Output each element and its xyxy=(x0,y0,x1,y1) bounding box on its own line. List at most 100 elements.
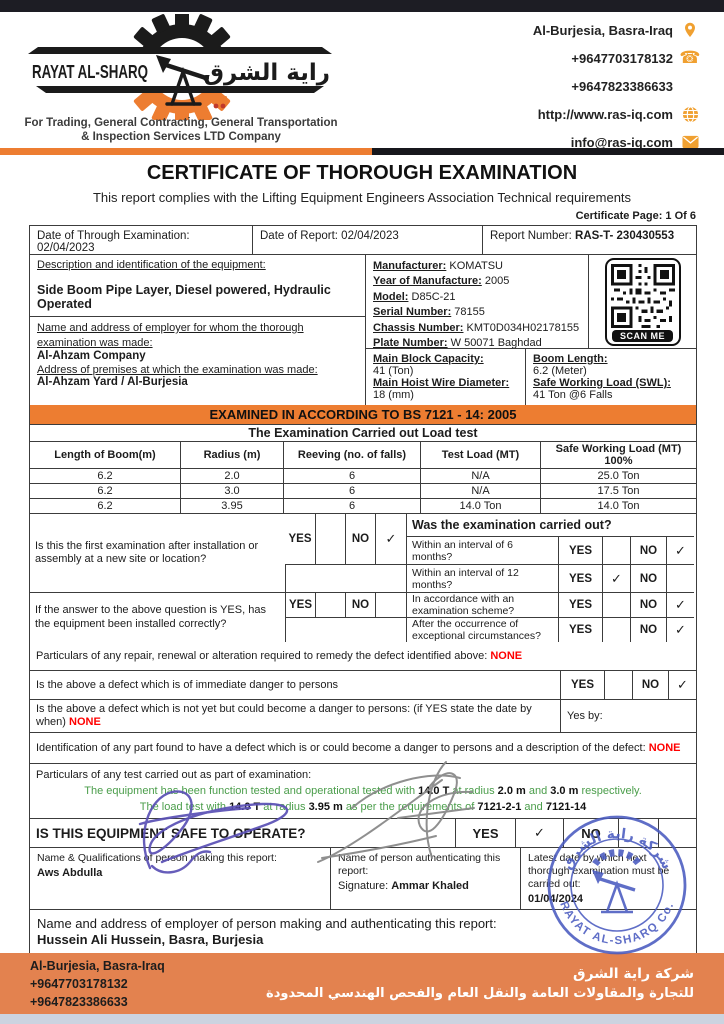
repair-particulars: Particulars of any repair, renewal or al… xyxy=(36,649,523,662)
future-danger-row: Is the above a defect which is not yet b… xyxy=(30,699,696,732)
maker-label: Name & Qualifications of person making t… xyxy=(37,852,277,864)
cell-testload-2: N/A xyxy=(420,484,540,498)
cell-reeving-1: 6 xyxy=(283,469,420,483)
capacity-cell: Main Block Capacity: 41 (Ton) Main Hoist… xyxy=(365,348,525,405)
divider-orange-segment xyxy=(0,148,372,155)
question-installed-correctly: If the answer to the above question is Y… xyxy=(30,592,285,642)
globe-icon xyxy=(680,105,700,123)
load-test-subtitle: The Examination Carried out Load test xyxy=(248,426,478,440)
test-particulars-line2: The load test with 14.0 T at radius 3.95… xyxy=(139,801,587,813)
main-block-label: Main Block Capacity: xyxy=(373,353,484,365)
cell-testload-3: 14.0 Ton xyxy=(420,499,540,513)
header-divider xyxy=(0,148,724,155)
load-test-row-2: 6.2 3.0 6 N/A 17.5 Ton xyxy=(30,483,696,498)
page-title: CERTIFICATE OF THOROUGH EXAMINATION xyxy=(146,162,578,184)
spec-year: Year of Manufacture: 2005 xyxy=(373,275,510,288)
footer-phone2: +9647823386633 xyxy=(30,994,128,1009)
report-employer-label: Name and address of employer of person m… xyxy=(37,916,497,931)
employer-label: Name and address of employer for whom th… xyxy=(37,322,304,349)
next-examination-date: 01/04/2024 xyxy=(528,893,584,905)
swl-value: 41 Ton @6 Falls xyxy=(533,389,613,401)
scheme-yes-checkbox xyxy=(602,592,630,617)
page-subtitle: This report complies with the Lifting Eq… xyxy=(92,190,632,205)
oil-pump-icon xyxy=(156,55,209,106)
certificate-page-label: Certificate Page: 1 Of 6 xyxy=(575,210,696,222)
circumstances-yes-label: YES xyxy=(558,617,602,642)
test-particulars-label: Particulars of any test carried out as p… xyxy=(36,769,312,781)
report-employer-value: Hussein Ali Hussein, Basra, Burjesia xyxy=(37,932,264,947)
employer-value: Al-Ahzam Company xyxy=(37,350,146,362)
premises-value: Al-Ahzam Yard / Al-Burjesia xyxy=(37,376,188,388)
cell-boom-2: 6.2 xyxy=(97,485,113,497)
qr-code xyxy=(610,263,675,328)
q2-yes-checkbox xyxy=(315,592,345,617)
boom-length-label: Boom Length: xyxy=(533,353,608,365)
q1-no-checkbox: ✓ xyxy=(375,514,406,564)
identification-none-value: NONE xyxy=(648,741,681,754)
cell-radius-2: 3.0 xyxy=(180,484,283,498)
certificate-body: Description and identification of the eq… xyxy=(29,254,697,955)
cell-swl-2: 17.5 Ton xyxy=(540,484,696,498)
load-test-row-3: 6.2 3.95 6 14.0 Ton 14.0 Ton xyxy=(30,498,696,513)
safe-no-label: NO xyxy=(563,819,618,847)
authenticator-signature-cell: Name of person authenticating this repor… xyxy=(330,848,520,909)
contact-phone2-text: +9647823386633 xyxy=(571,78,673,94)
cell-testload-1: N/A xyxy=(420,469,540,483)
question-first-examination: Is this the first examination after inst… xyxy=(35,539,259,566)
cell-swl-1: 25.0 Ton xyxy=(540,469,696,483)
interval-6-yes-checkbox xyxy=(602,536,630,564)
contact-address-text: Al-Burjesia, Basra-Iraq xyxy=(532,22,673,38)
load-test-row-1: 6.2 2.0 6 N/A 25.0 Ton xyxy=(30,468,696,483)
test-particulars-line1: The equipment has been function tested a… xyxy=(84,785,642,797)
next-examination-cell: Latest date by which next thorough exami… xyxy=(520,848,696,909)
immediate-yes-label: YES xyxy=(560,671,604,699)
swl-label: Safe Working Load (SWL): xyxy=(533,377,671,389)
col-header-testload: Test Load (MT) xyxy=(420,442,540,468)
q1-no-label: NO xyxy=(345,514,375,564)
circumstances-no-checkbox: ✓ xyxy=(666,617,694,642)
bs-standard-banner: EXAMINED IN ACCORDING TO BS 7121 - 14: 2… xyxy=(30,405,696,424)
employer-premises-cell: Name and address of employer for whom th… xyxy=(30,316,365,405)
immediate-yes-checkbox xyxy=(604,671,632,699)
repair-none-value: NONE xyxy=(490,649,523,662)
test-particulars: Particulars of any test carried out as p… xyxy=(30,764,696,818)
circumstances-no-label: NO xyxy=(630,617,666,642)
cell-boom-1: 6.2 xyxy=(97,470,113,482)
date-of-report: Date of Report: 02/04/2023 xyxy=(252,226,482,258)
report-number-label: Report Number: xyxy=(490,230,576,242)
interval-12-no-label: NO xyxy=(630,564,666,592)
divider-black-segment xyxy=(372,148,724,155)
spec-chassis: Chassis Number: KMT0D034H02178155 xyxy=(373,321,580,334)
maker-signature-cell: Name & Qualifications of person making t… xyxy=(30,848,330,909)
contact-website: http://www.ras-iq.com xyxy=(533,104,700,124)
signatures-row: Name & Qualifications of person making t… xyxy=(30,847,696,909)
interval-12-no-checkbox xyxy=(666,564,694,592)
tagline-line2: & Inspection Services LTD Company xyxy=(81,131,281,143)
authenticator-name: Signature: Ammar Khaled xyxy=(338,880,469,892)
cell-radius-1: 2.0 xyxy=(180,469,283,483)
equipment-section: Description and identification of the eq… xyxy=(30,255,696,405)
future-danger-question: Is the above a defect which is not yet b… xyxy=(36,703,532,728)
footer-band: Al-Burjesia, Basra-Iraq +9647703178132 +… xyxy=(0,953,724,1014)
contact-list: Al-Burjesia, Basra-Iraq +9647703178132 ☎… xyxy=(532,20,701,152)
cell-reeving-2: 6 xyxy=(283,484,420,498)
brand-name-ar: راية الشرق xyxy=(203,60,330,86)
main-block-value: 41 (Ton) xyxy=(373,365,414,377)
interval-6-months: Within an interval of 6 months? xyxy=(406,536,558,564)
brand-name-en: RAYAT AL-SHARQ xyxy=(32,62,148,82)
safe-extra-cell xyxy=(658,819,696,847)
col-header-boom: Length of Boom(m) xyxy=(54,449,156,461)
report-employer-row: Name and address of employer of person m… xyxy=(30,909,696,954)
safe-yes-label: YES xyxy=(455,819,515,847)
boom-length-value: 6.2 (Meter) xyxy=(533,365,587,377)
q2-no-checkbox xyxy=(375,592,406,617)
identification-row: Identification of any part found to have… xyxy=(30,732,696,763)
contact-email: info@ras-iq.com xyxy=(533,132,700,152)
report-number-value: RAS-T- 230430553 xyxy=(575,230,675,242)
immediate-no-label: NO xyxy=(632,671,668,699)
date-of-examination: Date of Through Examination: 02/04/2023 xyxy=(37,230,190,254)
scheme-yes-label: YES xyxy=(558,592,602,617)
repair-particulars-row: Particulars of any repair, renewal or al… xyxy=(30,642,696,670)
footer-arabic-company: شركة راية الشرق xyxy=(573,966,694,982)
cell-boom-3: 6.2 xyxy=(97,500,113,512)
